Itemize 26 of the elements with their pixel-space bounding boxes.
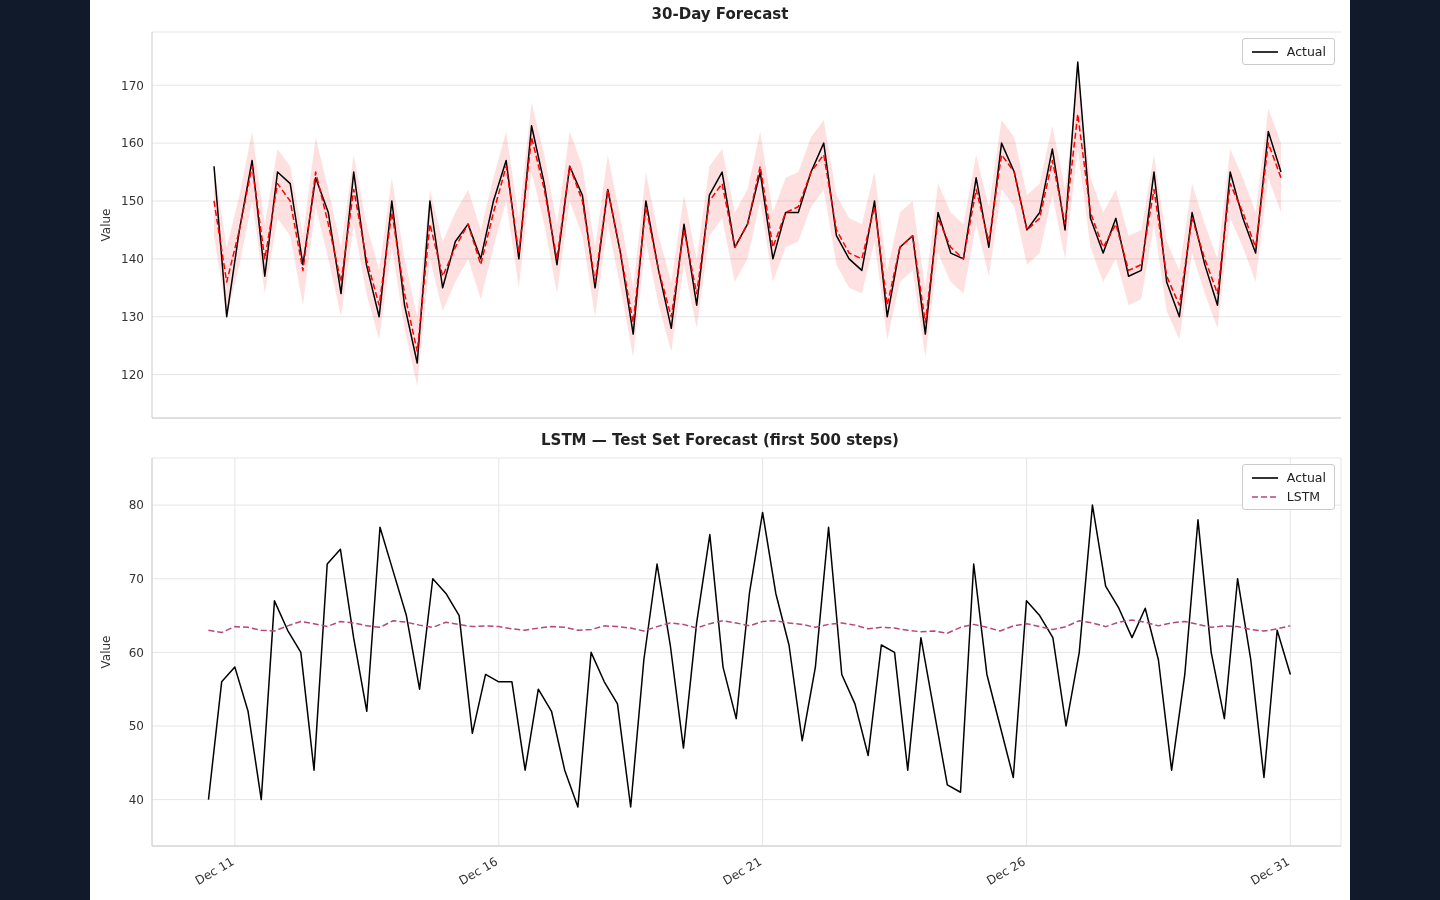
x-tick-label: Dec 21 [720,854,765,888]
x-tick-label: Dec 11 [192,854,237,888]
x-tick-label: Dec 26 [984,854,1028,888]
y-tick-label: 70 [128,572,144,586]
y-tick-label: 50 [128,719,144,734]
y-tick-label: 60 [128,645,144,660]
y-tick-label: 150 [121,194,144,209]
y-tick-label: 130 [121,309,144,324]
x-tick-label: Dec 16 [456,854,501,888]
legend-label: Actual [1286,470,1326,485]
chart-title: LSTM — Test Set Forecast (first 500 steps) [540,430,900,451]
y-tick-label: 40 [128,792,144,807]
y-axis-title: Value [99,208,114,242]
line-series [207,619,1292,634]
y-tick-label: 120 [121,367,144,382]
y-axis-title: Value [99,635,114,669]
legend-label: Actual [1286,44,1326,59]
y-tick-label: 160 [121,136,144,151]
line-series [213,113,1282,353]
y-tick-label: 140 [121,252,144,267]
legend-label: LSTM [1286,489,1321,504]
line-series [207,504,1292,808]
y-tick-label: 170 [121,78,144,93]
chart-title: 30-Day Forecast [650,4,790,25]
x-tick-label: Dec 31 [1248,854,1292,888]
y-tick-label: 80 [128,498,144,513]
